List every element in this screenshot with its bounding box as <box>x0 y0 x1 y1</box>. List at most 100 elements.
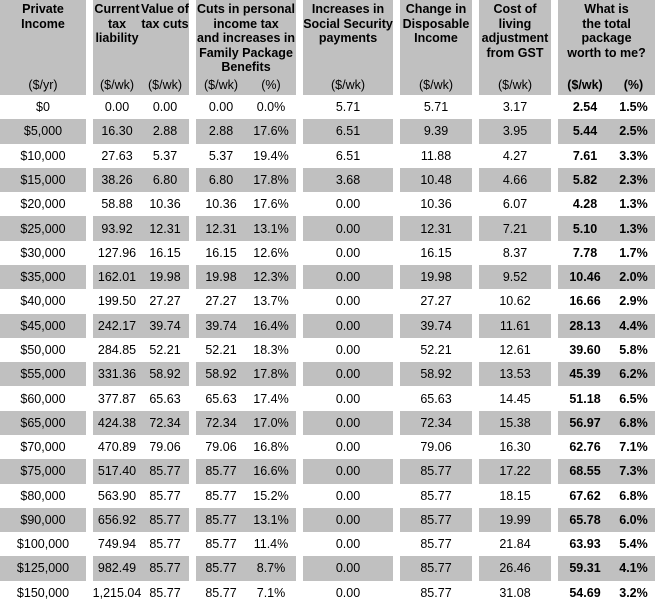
column-gap <box>472 264 479 290</box>
cell-family-package-wk: 85.77 <box>205 464 237 479</box>
cell-family-package-wk: 85.77 <box>205 561 237 576</box>
cell-total-package-wk: 68.55 <box>569 464 601 479</box>
cell-private-income: $65,000 <box>0 410 86 435</box>
column-gap <box>189 337 196 363</box>
cell-value-of-tax-cuts: 16.15 <box>149 245 181 260</box>
unit-label-gst-adjustment: ($/wk) <box>497 78 533 92</box>
cell-value-of-tax-cuts: 19.98 <box>149 270 181 285</box>
cell-private-income: $80,000 <box>0 483 86 508</box>
cell-family-package-wk: 27.27 <box>205 294 237 309</box>
cell-value-of-tax-cuts: 10.36 <box>149 197 181 212</box>
cell-private-income: $125,000 <box>0 556 86 581</box>
cell-total-package-pct: 4.1% <box>619 561 648 576</box>
cell-group-total-package: 2.54 1.5% <box>558 95 655 120</box>
cell-group-family-package: 85.77 7.1% <box>196 580 296 605</box>
cell-disposable-income: 52.21 <box>400 337 472 363</box>
column-gap <box>472 556 479 581</box>
cell-social-security: 6.51 <box>303 143 393 168</box>
unit-label-family-package-wk: ($/wk) <box>203 78 239 92</box>
cell-total-package-pct: 6.0% <box>619 512 648 527</box>
cell-family-package-wk: 79.06 <box>205 440 237 455</box>
header-label-social-security: Increases in Social Security payments <box>303 2 393 45</box>
cell-private-income: $90,000 <box>0 507 86 533</box>
column-gap <box>551 337 558 363</box>
column-gap <box>472 386 479 411</box>
cell-total-package-pct: 6.2% <box>619 367 648 382</box>
column-gap <box>551 119 558 144</box>
cell-social-security: 0.00 <box>303 313 393 338</box>
column-gap <box>393 410 400 435</box>
cell-private-income: $25,000 <box>0 216 86 241</box>
column-gap <box>86 410 93 435</box>
unit-label-current-tax-liability: ($/wk) <box>99 78 135 92</box>
cell-current-tax-liability: 16.30 <box>101 124 133 139</box>
cell-total-package-wk: 56.97 <box>569 415 601 430</box>
cell-gst-adjustment: 9.52 <box>479 264 551 290</box>
column-gap <box>189 483 196 508</box>
table-row: $15,000 38.26 6.80 6.80 17.8% 3.68 10.48… <box>0 167 655 193</box>
cell-total-package-wk: 28.13 <box>569 318 601 333</box>
cell-disposable-income: 85.77 <box>400 556 472 581</box>
cell-family-package-pct: 0.0% <box>256 100 286 115</box>
column-gap <box>551 264 558 290</box>
cell-total-package-pct: 2.5% <box>619 124 648 139</box>
cell-total-package-wk: 10.46 <box>569 270 601 285</box>
cell-family-package-wk: 19.98 <box>205 270 237 285</box>
cell-group-total-package: 16.66 2.9% <box>558 289 655 314</box>
table-row: $50,000 284.85 52.21 52.21 18.3% 0.00 52… <box>0 337 655 363</box>
cell-social-security: 5.71 <box>303 95 393 120</box>
column-gap <box>189 289 196 314</box>
col-header-private-income: Private Income ($/yr) <box>0 0 86 95</box>
cell-family-package-wk: 6.80 <box>208 172 234 187</box>
column-gap <box>551 289 558 314</box>
cell-group-tax: 0.00 0.00 <box>93 95 189 120</box>
cell-gst-adjustment: 14.45 <box>479 386 551 411</box>
cell-value-of-tax-cuts: 85.77 <box>149 488 181 503</box>
cell-private-income: $40,000 <box>0 289 86 314</box>
cell-total-package-wk: 39.60 <box>569 342 601 357</box>
col-header-social-security: Increases in Social Security payments ($… <box>303 0 393 95</box>
cell-disposable-income: 39.74 <box>400 313 472 338</box>
cell-disposable-income: 79.06 <box>400 434 472 460</box>
unit-row: ($/wk) <box>93 78 141 92</box>
cell-value-of-tax-cuts: 58.92 <box>149 367 181 382</box>
column-gap <box>86 264 93 290</box>
cell-private-income: $55,000 <box>0 362 86 387</box>
column-gap <box>472 337 479 363</box>
cell-private-income: $0 <box>0 95 86 120</box>
cell-family-package-wk: 85.77 <box>205 537 237 552</box>
cell-group-tax: 38.26 6.80 <box>93 167 189 193</box>
col-header-current-tax-liability: Current tax liability ($/wk) <box>93 0 141 95</box>
cell-current-tax-liability: 284.85 <box>97 342 137 357</box>
cell-family-package-pct: 16.4% <box>253 318 289 333</box>
cell-gst-adjustment: 15.38 <box>479 410 551 435</box>
cell-group-tax: 749.94 85.77 <box>93 532 189 557</box>
cell-private-income: $5,000 <box>0 119 86 144</box>
column-gap <box>551 532 558 557</box>
column-gap <box>296 95 303 120</box>
cell-social-security: 0.00 <box>303 192 393 217</box>
cell-family-package-pct: 16.8% <box>253 440 289 455</box>
cell-family-package-pct: 13.7% <box>253 294 289 309</box>
cell-current-tax-liability: 331.36 <box>97 367 137 382</box>
column-gap <box>393 167 400 193</box>
unit-label-private-income: ($/yr) <box>28 78 58 92</box>
table-row: $20,000 58.88 10.36 10.36 17.6% 0.00 10.… <box>0 192 655 217</box>
column-gap <box>86 337 93 363</box>
column-gap <box>296 119 303 144</box>
cell-current-tax-liability: 424.38 <box>97 415 137 430</box>
column-gap <box>86 386 93 411</box>
column-gap <box>472 167 479 193</box>
cell-family-package-wk: 72.34 <box>205 415 237 430</box>
cell-family-package-wk: 10.36 <box>205 197 237 212</box>
column-gap <box>393 337 400 363</box>
cell-gst-adjustment: 21.84 <box>479 532 551 557</box>
column-gap <box>472 580 479 605</box>
cell-total-package-pct: 5.8% <box>619 342 648 357</box>
cell-gst-adjustment: 7.21 <box>479 216 551 241</box>
col-header-tax-group: Current tax liability ($/wk) Value of ta… <box>93 0 189 95</box>
table-row: $30,000 127.96 16.15 16.15 12.6% 0.00 16… <box>0 240 655 265</box>
column-gap <box>86 143 93 168</box>
cell-group-total-package: 54.69 3.2% <box>558 580 655 605</box>
